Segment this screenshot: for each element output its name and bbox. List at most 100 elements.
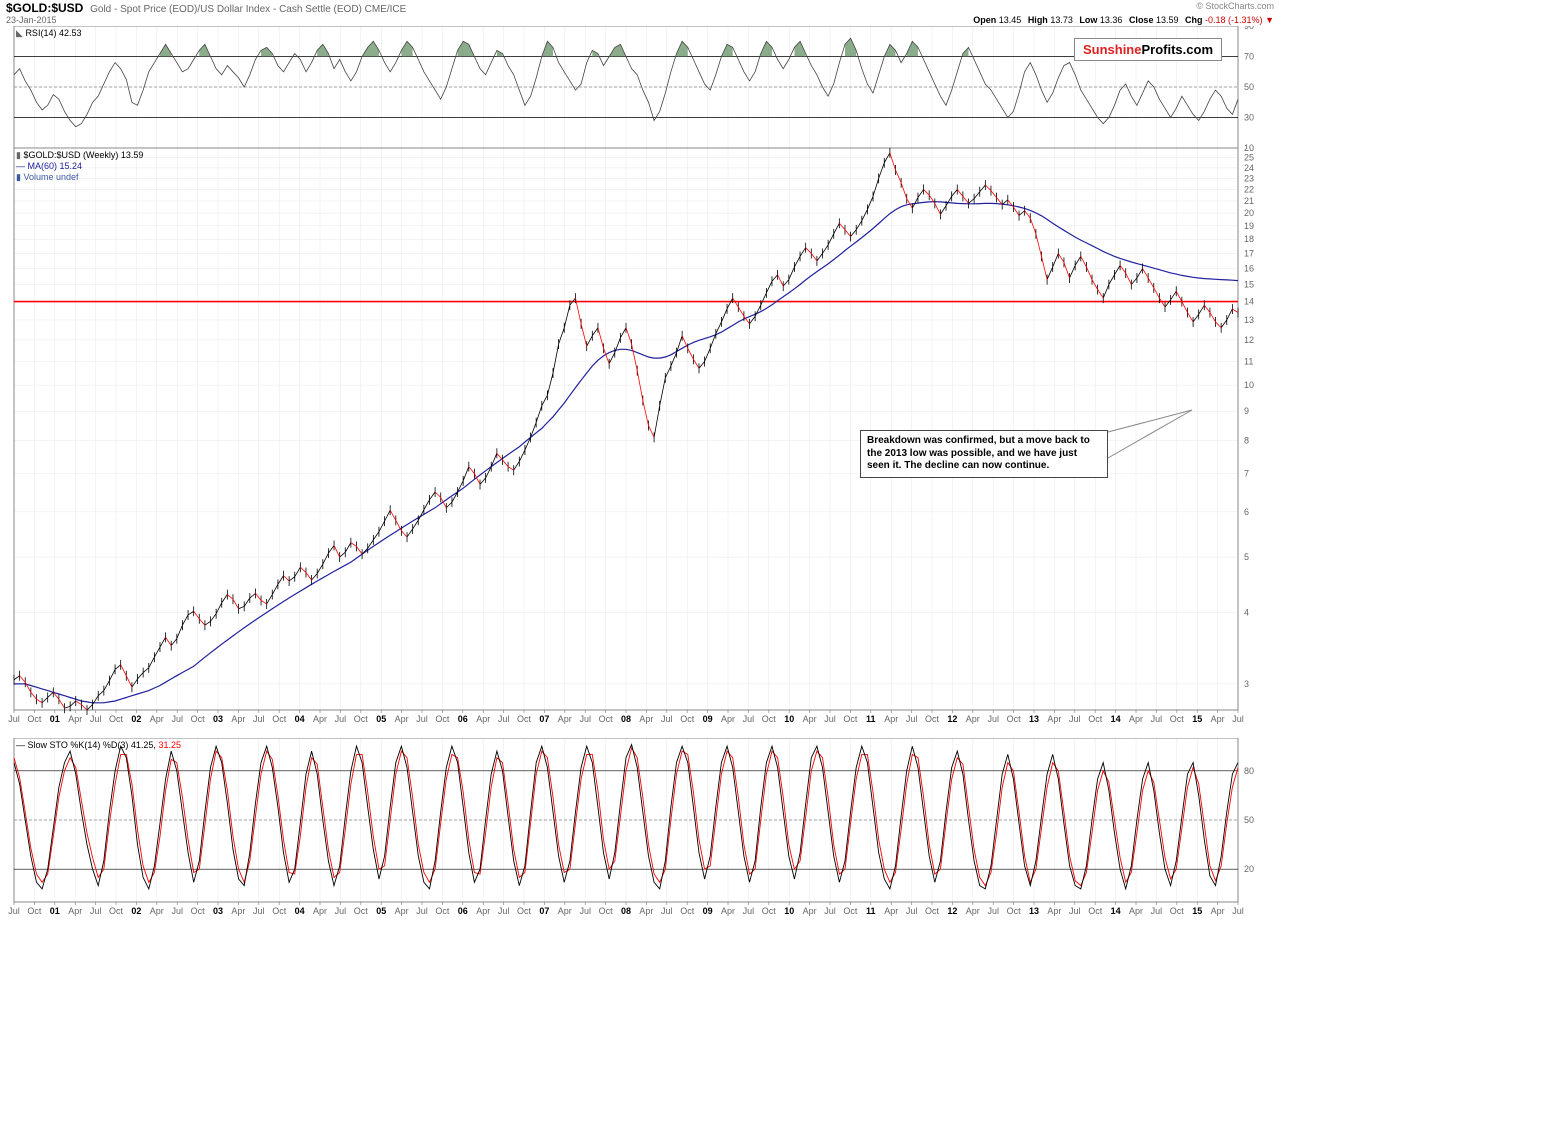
svg-text:Oct: Oct: [1170, 906, 1185, 916]
candle-icon: ▮: [16, 150, 21, 160]
svg-text:10: 10: [784, 906, 794, 916]
svg-text:6: 6: [1244, 507, 1249, 517]
watermark: SunshineProfits.com: [1074, 38, 1222, 61]
svg-text:Oct: Oct: [1007, 714, 1022, 724]
svg-text:Oct: Oct: [191, 714, 206, 724]
svg-text:Jul: Jul: [171, 906, 183, 916]
high-value: 13.73: [1050, 15, 1073, 25]
svg-text:Jul: Jul: [987, 714, 999, 724]
svg-text:Jul: Jul: [1232, 906, 1244, 916]
as-of-date: 23-Jan-2015: [6, 15, 57, 25]
svg-text:02: 02: [131, 714, 141, 724]
svg-text:Apr: Apr: [395, 906, 409, 916]
svg-text:14: 14: [1111, 906, 1121, 916]
svg-text:Jul: Jul: [661, 906, 673, 916]
svg-text:08: 08: [621, 714, 631, 724]
svg-text:09: 09: [703, 906, 713, 916]
close-label: Close: [1129, 15, 1154, 25]
svg-text:21: 21: [1244, 196, 1254, 206]
svg-text:9: 9: [1244, 406, 1249, 416]
ma-line-icon: —: [16, 161, 25, 171]
svg-text:Oct: Oct: [680, 906, 695, 916]
svg-text:Apr: Apr: [1211, 906, 1225, 916]
svg-text:12: 12: [947, 714, 957, 724]
svg-text:Jul: Jul: [1151, 906, 1163, 916]
svg-text:Jul: Jul: [824, 714, 836, 724]
svg-text:13: 13: [1029, 714, 1039, 724]
svg-text:Jul: Jul: [906, 714, 918, 724]
svg-text:Oct: Oct: [762, 906, 777, 916]
svg-text:5: 5: [1244, 552, 1249, 562]
svg-text:Jul: Jul: [824, 906, 836, 916]
svg-text:Jul: Jul: [416, 906, 428, 916]
price-label: $GOLD:$USD (Weekly) 13.59: [23, 150, 143, 160]
svg-text:07: 07: [539, 906, 549, 916]
svg-text:30: 30: [1244, 113, 1254, 123]
svg-text:20: 20: [1244, 208, 1254, 218]
svg-text:Jul: Jul: [171, 714, 183, 724]
svg-text:08: 08: [621, 906, 631, 916]
svg-text:20: 20: [1244, 864, 1254, 874]
svg-text:Oct: Oct: [1088, 906, 1103, 916]
svg-text:16: 16: [1244, 263, 1254, 273]
svg-text:Jul: Jul: [743, 714, 755, 724]
svg-text:10: 10: [784, 714, 794, 724]
svg-text:Oct: Oct: [680, 714, 695, 724]
svg-text:Oct: Oct: [1007, 906, 1022, 916]
svg-text:23: 23: [1244, 173, 1254, 183]
svg-text:03: 03: [213, 906, 223, 916]
svg-text:04: 04: [295, 906, 305, 916]
svg-text:11: 11: [866, 906, 876, 916]
svg-text:Jul: Jul: [1151, 714, 1163, 724]
svg-text:Oct: Oct: [435, 714, 450, 724]
svg-text:15: 15: [1192, 714, 1202, 724]
ma-label: MA(60) 15.24: [28, 161, 83, 171]
svg-text:18: 18: [1244, 234, 1254, 244]
svg-text:15: 15: [1244, 279, 1254, 289]
svg-text:05: 05: [376, 714, 386, 724]
svg-text:14: 14: [1111, 714, 1121, 724]
svg-text:50: 50: [1244, 82, 1254, 92]
svg-text:Apr: Apr: [966, 906, 980, 916]
svg-text:Oct: Oct: [925, 906, 940, 916]
svg-text:11: 11: [866, 714, 876, 724]
open-value: 13.45: [999, 15, 1022, 25]
svg-text:Oct: Oct: [599, 714, 614, 724]
svg-text:12: 12: [1244, 335, 1254, 345]
svg-text:Jul: Jul: [335, 714, 347, 724]
symbol: $GOLD:$USD: [6, 1, 83, 15]
svg-text:Jul: Jul: [1232, 714, 1244, 724]
svg-text:Apr: Apr: [395, 714, 409, 724]
svg-text:Oct: Oct: [109, 906, 124, 916]
svg-text:Jul: Jul: [579, 714, 591, 724]
svg-text:Apr: Apr: [150, 714, 164, 724]
svg-text:Apr: Apr: [476, 906, 490, 916]
chg-value: -0.18 (-1.31%): [1205, 15, 1263, 25]
svg-text:15: 15: [1192, 906, 1202, 916]
svg-text:Jul: Jul: [498, 906, 510, 916]
watermark-b: Profits.com: [1141, 42, 1213, 57]
svg-text:Oct: Oct: [354, 714, 369, 724]
svg-text:06: 06: [458, 906, 468, 916]
svg-text:19: 19: [1244, 221, 1254, 231]
svg-text:02: 02: [131, 906, 141, 916]
svg-text:10: 10: [1244, 380, 1254, 390]
rsi-indicator-icon: ◣: [16, 28, 23, 38]
svg-text:Apr: Apr: [721, 714, 735, 724]
svg-text:Oct: Oct: [354, 906, 369, 916]
svg-text:Apr: Apr: [639, 714, 653, 724]
svg-text:Apr: Apr: [558, 714, 572, 724]
svg-text:01: 01: [50, 906, 60, 916]
svg-text:Jul: Jul: [8, 714, 20, 724]
svg-text:04: 04: [295, 714, 305, 724]
svg-text:06: 06: [458, 714, 468, 724]
svg-text:Apr: Apr: [1047, 906, 1061, 916]
svg-text:Jul: Jul: [335, 906, 347, 916]
sto-label: Slow STO %K(14) %D(3): [28, 740, 129, 750]
svg-text:Apr: Apr: [803, 906, 817, 916]
svg-text:Oct: Oct: [599, 906, 614, 916]
svg-text:Jul: Jul: [661, 714, 673, 724]
svg-text:14: 14: [1244, 297, 1254, 307]
svg-text:4: 4: [1244, 607, 1249, 617]
close-value: 13.59: [1156, 15, 1179, 25]
